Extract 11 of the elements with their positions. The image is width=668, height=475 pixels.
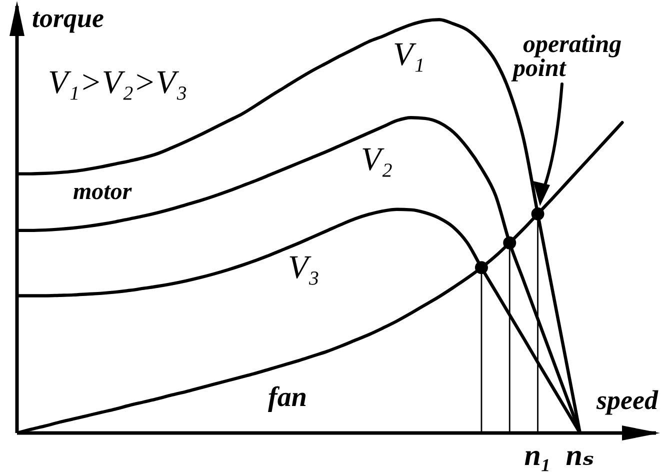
series-label: V₃ xyxy=(288,250,320,286)
x-axis-title: speed xyxy=(596,385,658,415)
annotation: motor xyxy=(73,179,132,205)
annotation: operating point xyxy=(511,31,628,82)
y-axis-title: torque xyxy=(32,3,104,33)
annotation: V₁>V₂>V₃ xyxy=(48,65,188,101)
x-tick-label: n₁ xyxy=(524,439,552,472)
x-tick-label: nₛ xyxy=(566,439,594,472)
series-label: V₂ xyxy=(361,142,393,178)
series-label: fan xyxy=(268,382,307,413)
series-label: V₁ xyxy=(393,37,425,73)
